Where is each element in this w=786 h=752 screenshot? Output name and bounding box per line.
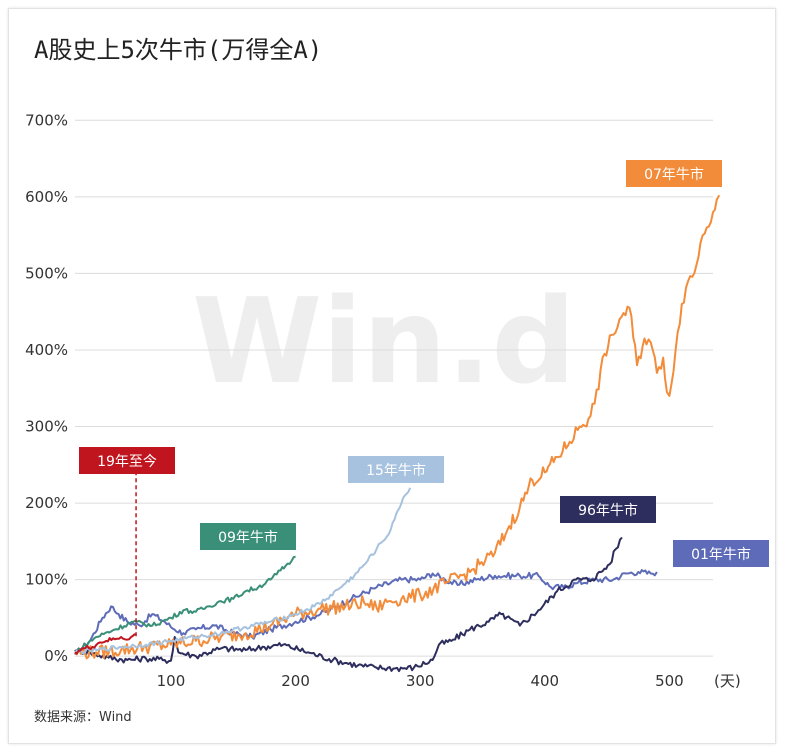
series-tag-text: 15年牛市 [366,462,426,479]
series-tag-box [626,160,722,187]
watermark: Win.d [192,272,576,410]
y-tick-label: 200% [25,494,68,512]
series-tag-box [673,540,769,567]
y-tick-label: 0% [44,647,68,665]
series-line-15 [74,487,412,655]
y-tick-label: 500% [25,264,68,282]
y-tick-label: 300% [25,418,68,436]
series-tag-19: 19年至今 [79,447,175,474]
series-line-09 [74,555,296,654]
series-line-19 [74,633,137,655]
x-tick-label: 500 [655,672,684,690]
source-note: 数据来源：Wind [34,710,132,725]
series-tag-text: 01年牛市 [691,546,751,563]
y-axis-ticks: 0% 100% 200% 300% 400% 500% 600% 700% [25,111,68,665]
x-unit-label: (天) [714,672,741,690]
x-tick-label: 300 [406,672,435,690]
y-tick-label: 100% [25,571,68,589]
series-tag-96: 96年牛市 [560,496,656,523]
series-lines [74,194,721,673]
x-tick-label: 100 [157,672,186,690]
series-tag-box [348,456,444,483]
series-labels: 01年牛市 96年牛市 07年牛市 09年牛市 15年牛市 19年至今 [79,160,769,567]
x-axis-ticks: 100 200 300 400 500 (天) [157,672,741,690]
series-line-01 [74,569,658,656]
series-tag-07: 07年牛市 [626,160,722,187]
series-tag-01: 01年牛市 [673,540,769,567]
series-line-96 [74,536,623,673]
series-tag-text: 07年牛市 [644,166,704,183]
x-tick-label: 200 [281,672,310,690]
series-tag-box [79,447,175,474]
series-tag-box [200,523,296,550]
y-tick-label: 700% [25,111,68,129]
series-tag-09: 09年牛市 [200,523,296,550]
x-tick-label: 400 [530,672,559,690]
series-tag-15: 15年牛市 [348,456,444,483]
series-tag-box [560,496,656,523]
y-tick-label: 600% [25,188,68,206]
chart-title: A股史上5次牛市(万得全A) [34,36,323,64]
series-tag-text: 09年牛市 [218,529,278,546]
series-tag-text: 19年至今 [97,454,157,470]
series-tag-text: 96年牛市 [578,502,638,519]
y-tick-label: 400% [25,341,68,359]
